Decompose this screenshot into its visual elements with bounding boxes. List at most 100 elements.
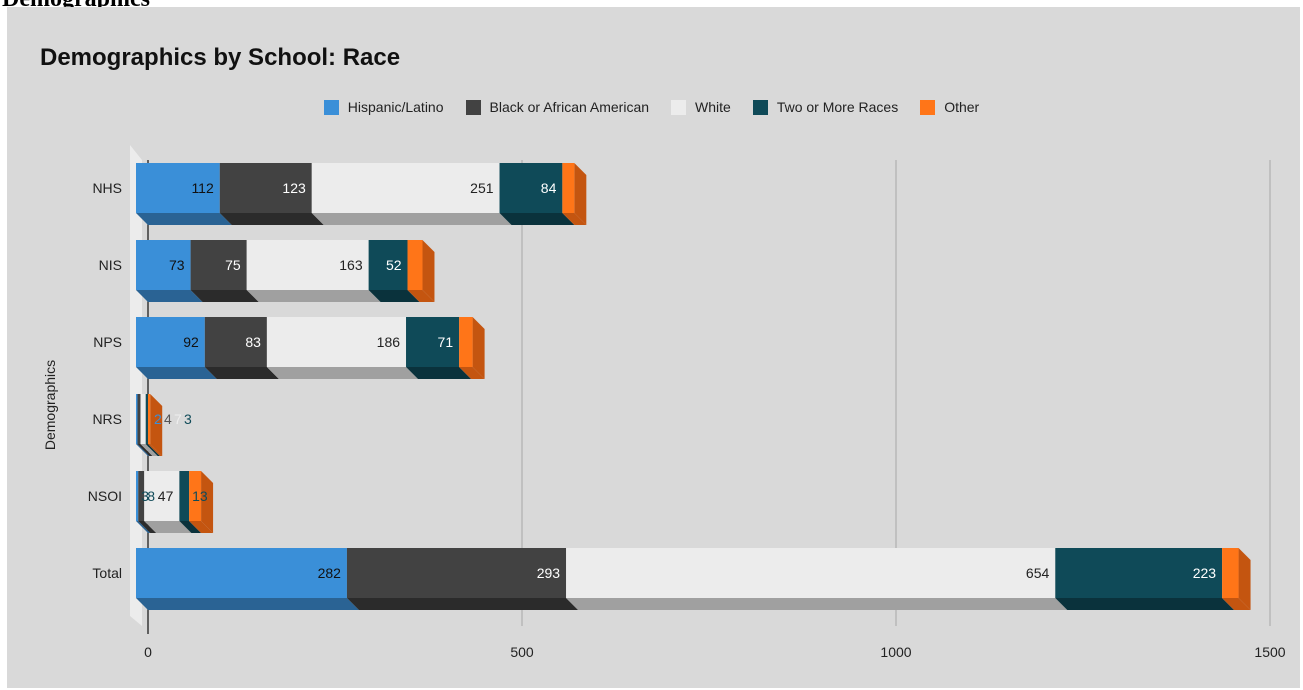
data-label: 3 [141,488,149,504]
bar-depth-face [219,213,324,225]
bar-depth-face [266,367,419,379]
legend-label: White [695,99,731,115]
data-label: 251 [470,180,494,196]
y-tick-label: NPS [93,334,122,350]
bar-segment [140,394,146,444]
bar-segment [136,548,347,598]
chart-title: Demographics by School: Race [40,44,401,71]
bar-depth-face [406,367,472,379]
bar-segment [136,163,220,213]
bar-segment [189,471,202,521]
bar-segment [346,548,567,598]
data-label: 223 [1193,565,1217,581]
data-label: 71 [438,334,454,350]
bar-depth-face [562,213,587,225]
bar-segment [136,394,138,444]
data-label: 47 [158,488,174,504]
bar-segment [145,394,148,444]
x-tick-label: 1000 [880,644,911,660]
bar-segment [368,240,408,290]
bar-depth-face [145,444,160,456]
data-label: 293 [537,565,561,581]
data-label: 8 [147,488,155,504]
y-tick-label: NIS [99,257,122,273]
bar-depth-face [1055,598,1235,610]
bar-segment [562,163,575,213]
bar-depth-face [179,521,202,533]
bar-segment [179,471,190,521]
bar-end-cap [201,471,214,533]
bar-depth-face [144,521,192,533]
legend-item-white[interactable]: White [671,99,731,115]
data-label: 75 [225,257,241,273]
bar-segment [147,394,151,444]
bar-depth-face [407,290,435,302]
bar-depth-face [566,598,1068,610]
bar-segment [246,240,369,290]
legend-swatch [752,99,768,115]
legend-item-hispanic[interactable]: Hispanic/Latino [323,99,444,115]
legend-label: Other [944,99,980,115]
y-tick-label: Total [92,565,122,581]
bar-depth-face [368,290,420,302]
bar-segment [144,471,180,521]
data-label: 163 [339,257,363,273]
data-label: 112 [191,180,214,196]
bar-depth-face [136,367,217,379]
bar-depth-face [190,290,259,302]
bar-depth-face [140,444,158,456]
bar-segment [136,317,205,367]
y-tick-label: NSOI [88,488,122,504]
bar-segment [499,163,563,213]
legend-item-black[interactable]: Black or African American [465,99,650,115]
y-tick-label: NRS [92,411,122,427]
data-label: 282 [318,565,342,581]
data-label: 92 [183,334,199,350]
bar-end-cap [574,163,587,225]
legend-label: Black or African American [489,99,650,115]
bar-depth-face [136,444,150,456]
data-label: 3 [184,411,192,427]
bar-depth-face [136,598,359,610]
data-label: 52 [386,257,402,273]
bar-depth-face [138,521,157,533]
x-tick-label: 0 [144,644,152,660]
bar-depth-face [136,521,151,533]
data-label: 654 [1026,565,1050,581]
bar-segment [311,163,500,213]
data-label: 73 [169,257,185,273]
bar-segment [137,394,141,444]
x-tick-label: 500 [510,644,534,660]
bar-segment [219,163,312,213]
data-label: 83 [245,334,261,350]
bar-depth-face [189,521,214,533]
data-label: 84 [541,180,557,196]
bar-segment [204,317,267,367]
data-label: 2 [154,411,162,427]
bar-depth-face [311,213,512,225]
bar-segment [136,240,191,290]
legend-swatch [465,99,481,115]
bar-depth-face [459,367,485,379]
bar-depth-face [136,213,232,225]
bar-segment [407,240,423,290]
data-label: 7 [174,411,182,427]
bar-segment [190,240,247,290]
chart-legend: Hispanic/Latino Black or African America… [0,99,1303,115]
y-tick-label: NHS [92,180,122,196]
bar-depth-face [136,290,203,302]
bar-segment [1222,548,1239,598]
bar-segment [566,548,1056,598]
legend-item-other[interactable]: Other [920,99,979,115]
legend-label: Hispanic/Latino [347,99,444,115]
data-label: 4 [164,411,172,427]
bar-end-cap [472,317,485,379]
bar-end-cap [1238,548,1251,610]
legend-swatch [323,99,339,115]
x-tick-label: 1500 [1254,644,1285,660]
bar-depth-face [346,598,579,610]
bar-segment [266,317,407,367]
legend-item-two-or-more[interactable]: Two or More Races [752,99,898,115]
bar-depth-face [147,444,163,456]
bar-segment [138,471,145,521]
